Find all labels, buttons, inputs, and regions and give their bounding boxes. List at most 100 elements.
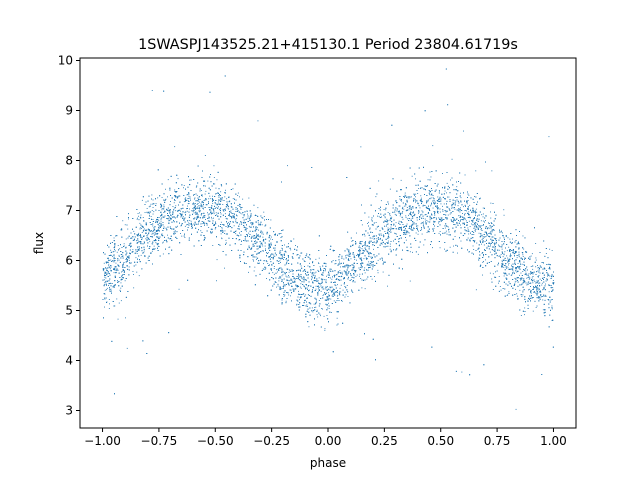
scatter-point	[124, 224, 126, 226]
scatter-point	[465, 220, 467, 222]
scatter-point	[501, 265, 503, 266]
scatter-point	[528, 278, 530, 280]
scatter-point	[175, 232, 176, 234]
scatter-point	[371, 256, 373, 258]
scatter-point	[501, 260, 503, 262]
scatter-point	[421, 213, 423, 215]
scatter-point	[468, 233, 470, 235]
scatter-point	[382, 271, 384, 273]
scatter-point	[342, 266, 343, 268]
scatter-point	[503, 237, 505, 239]
scatter-point	[347, 264, 349, 266]
scatter-point	[383, 235, 385, 236]
scatter-point	[509, 268, 511, 270]
scatter-point	[140, 235, 142, 237]
scatter-point	[366, 245, 368, 246]
scatter-point	[145, 238, 147, 240]
scatter-point	[235, 222, 237, 224]
scatter-point	[384, 216, 386, 218]
scatter-point	[248, 271, 249, 273]
scatter-point	[213, 217, 214, 219]
scatter-point	[331, 278, 333, 280]
scatter-point	[224, 267, 225, 269]
scatter-point	[136, 240, 137, 242]
scatter-point	[312, 276, 313, 278]
scatter-point	[177, 178, 179, 180]
scatter-point	[419, 207, 421, 209]
scatter-point	[531, 277, 533, 279]
scatter-point	[475, 214, 476, 216]
scatter-point	[378, 215, 380, 217]
scatter-point	[508, 264, 509, 266]
scatter-point	[269, 246, 271, 248]
scatter-point	[144, 212, 146, 213]
scatter-point	[315, 285, 317, 287]
scatter-point	[211, 216, 212, 218]
scatter-point	[112, 251, 114, 253]
scatter-point	[445, 230, 447, 232]
scatter-point	[414, 213, 416, 215]
scatter-point	[552, 280, 554, 281]
scatter-point	[425, 220, 426, 222]
scatter-point	[527, 299, 529, 301]
scatter-point	[164, 211, 166, 213]
scatter-point	[120, 300, 122, 302]
scatter-point	[486, 246, 488, 248]
scatter-point	[120, 287, 122, 289]
scatter-point	[114, 250, 116, 252]
scatter-point	[261, 244, 263, 245]
scatter-point	[412, 222, 414, 224]
scatter-point	[161, 209, 163, 211]
scatter-point	[460, 215, 461, 217]
scatter-point	[448, 208, 450, 209]
scatter-point	[197, 206, 198, 208]
scatter-point	[207, 180, 209, 182]
scatter-point	[456, 186, 458, 188]
scatter-point	[107, 257, 108, 259]
scatter-point	[503, 266, 505, 268]
scatter-point	[227, 226, 229, 228]
scatter-point	[482, 207, 484, 209]
scatter-point	[253, 270, 255, 272]
scatter-point	[155, 203, 157, 205]
scatter-point	[325, 282, 327, 284]
scatter-point	[538, 268, 540, 270]
scatter-point	[235, 219, 237, 221]
scatter-point	[152, 199, 154, 201]
scatter-point	[216, 179, 218, 181]
scatter-point	[332, 290, 334, 292]
scatter-point	[256, 235, 258, 237]
scatter-point	[433, 220, 435, 222]
scatter-point	[268, 256, 270, 258]
scatter-point	[332, 260, 334, 261]
scatter-point	[215, 206, 217, 208]
scatter-point	[437, 212, 439, 214]
scatter-point	[364, 272, 366, 274]
scatter-point	[355, 276, 357, 277]
scatter-point	[299, 286, 301, 288]
scatter-point	[204, 193, 206, 195]
scatter-point	[282, 274, 284, 276]
scatter-point	[173, 231, 175, 233]
scatter-point	[424, 188, 425, 190]
scatter-point	[282, 270, 284, 272]
scatter-point	[127, 228, 129, 230]
scatter-point	[278, 280, 280, 282]
scatter-point	[234, 215, 235, 217]
scatter-point	[273, 273, 275, 275]
scatter-point	[215, 212, 217, 214]
scatter-point	[155, 233, 157, 235]
scatter-point	[254, 256, 255, 258]
scatter-point	[409, 251, 411, 253]
scatter-point	[356, 259, 357, 261]
scatter-point	[192, 227, 193, 228]
scatter-point	[326, 288, 328, 290]
scatter-point	[383, 209, 385, 210]
scatter-point	[422, 204, 424, 206]
scatter-point	[451, 158, 453, 160]
scatter-point	[108, 285, 109, 286]
scatter-point	[241, 222, 243, 224]
scatter-point	[258, 229, 259, 231]
scatter-point	[331, 295, 333, 297]
scatter-point	[532, 310, 534, 312]
